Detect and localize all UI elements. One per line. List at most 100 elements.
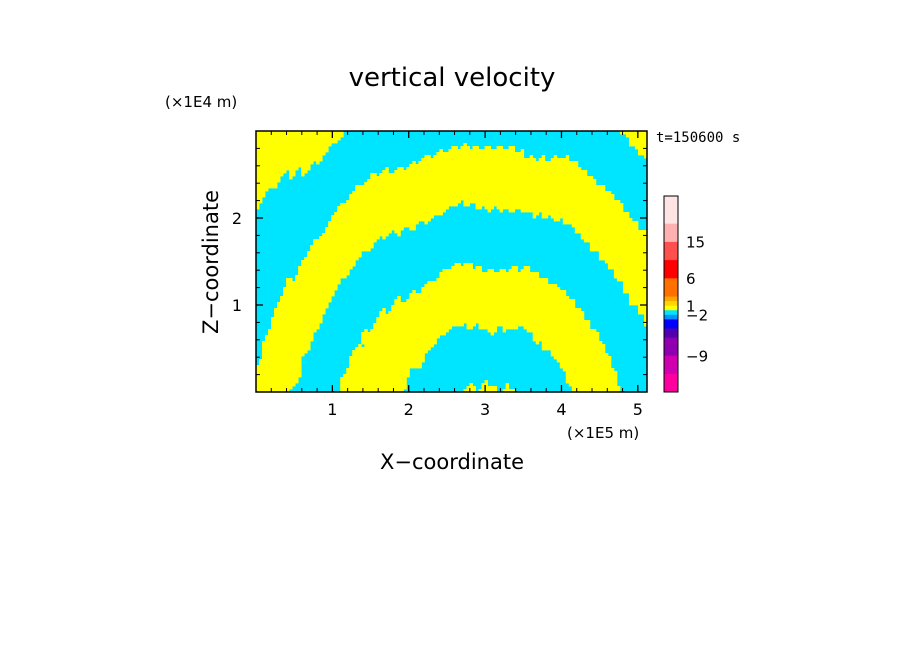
positive-velocity-patch: [436, 152, 525, 156]
positive-velocity-patch: [313, 242, 374, 246]
colorbar-label: 1: [686, 297, 696, 315]
positive-velocity-patch: [409, 293, 567, 297]
positive-velocity-patch: [256, 143, 332, 147]
positive-velocity-patch: [382, 170, 389, 174]
positive-velocity-patch: [376, 317, 585, 321]
positive-velocity-patch: [565, 374, 618, 378]
positive-velocity-patch: [361, 335, 440, 339]
positive-velocity-patch: [625, 134, 647, 138]
positive-velocity-patch: [532, 335, 600, 339]
positive-velocity-patch: [412, 290, 416, 294]
positive-velocity-patch: [256, 167, 299, 171]
positive-velocity-patch: [346, 371, 410, 375]
positive-velocity-patch: [436, 278, 549, 282]
positive-velocity-patch: [643, 314, 647, 318]
positive-velocity-patch: [364, 344, 434, 348]
positive-velocity-patch: [256, 194, 266, 198]
positive-velocity-patch: [310, 248, 371, 252]
positive-velocity-patch: [325, 230, 392, 234]
positive-velocity-patch: [529, 155, 534, 159]
positive-velocity-patch: [409, 164, 579, 168]
positive-velocity-patch: [487, 329, 498, 333]
positive-velocity-patch: [487, 269, 495, 273]
positive-velocity-patch: [304, 257, 359, 261]
positive-velocity-patch: [412, 161, 416, 165]
positive-velocity-patch: [502, 389, 516, 392]
positive-velocity-patch: [622, 281, 647, 285]
positive-velocity-patch: [298, 272, 350, 276]
positive-velocity-patch: [466, 323, 476, 327]
positive-velocity-patch: [439, 272, 540, 276]
positive-velocity-patch: [397, 167, 404, 171]
positive-velocity-patch: [361, 332, 446, 336]
positive-velocity-patch: [439, 149, 443, 153]
positive-velocity-patch: [340, 389, 404, 392]
positive-velocity-patch: [571, 386, 621, 390]
colorbar-swatch: [664, 196, 678, 224]
positive-velocity-patch: [256, 191, 266, 195]
colorbar-label: 6: [686, 270, 696, 288]
positive-velocity-patch: [484, 146, 491, 150]
positive-velocity-patch: [385, 167, 389, 171]
positive-velocity-patch: [520, 209, 624, 213]
positive-velocity-patch: [307, 254, 362, 258]
positive-velocity-patch: [628, 296, 647, 300]
positive-velocity-patch: [352, 353, 425, 357]
positive-velocity-patch: [271, 326, 320, 330]
positive-velocity-patch: [268, 332, 314, 336]
positive-velocity-patch: [451, 146, 458, 150]
positive-velocity-patch: [256, 371, 302, 375]
positive-velocity-patch: [343, 374, 410, 378]
positive-velocity-patch: [256, 206, 260, 210]
colorbar-swatch: [664, 328, 678, 338]
positive-velocity-patch: [520, 149, 525, 153]
positive-velocity-patch: [466, 326, 473, 330]
positive-velocity-patch: [571, 389, 621, 392]
positive-velocity-patch: [328, 221, 419, 225]
positive-velocity-patch: [256, 197, 263, 201]
positive-velocity-patch: [298, 266, 353, 270]
positive-velocity-patch: [484, 380, 488, 384]
positive-velocity-patch: [541, 215, 549, 219]
positive-velocity-patch: [424, 284, 558, 288]
positive-velocity-patch: [553, 356, 612, 360]
positive-velocity-patch: [397, 233, 401, 237]
positive-velocity-patch: [496, 206, 624, 210]
positive-velocity-patch: [499, 269, 507, 273]
positive-velocity-patch: [550, 215, 630, 219]
positive-velocity-patch: [277, 305, 329, 309]
positive-velocity-patch: [478, 326, 498, 330]
positive-velocity-patch: [256, 368, 302, 372]
positive-velocity-patch: [562, 368, 615, 372]
plot-frame: [255, 130, 648, 393]
positive-velocity-patch: [562, 218, 633, 222]
positive-velocity-patch: [598, 251, 647, 255]
colorbar-swatch: [664, 259, 678, 279]
colorbar-swatch: [664, 223, 678, 242]
positive-velocity-patch: [460, 146, 470, 150]
positive-velocity-patch: [628, 143, 647, 147]
positive-velocity-patch: [271, 320, 323, 324]
positive-velocity-patch: [622, 290, 647, 294]
positive-velocity-patch: [334, 212, 443, 216]
positive-velocity-patch: [442, 269, 482, 273]
colorbar-swatch: [664, 309, 678, 315]
positive-velocity-patch: [370, 329, 449, 333]
positive-velocity-patch: [301, 260, 356, 264]
positive-velocity-patch: [394, 170, 588, 174]
positive-velocity-patch: [628, 299, 647, 303]
positive-velocity-patch: [565, 155, 570, 159]
positive-velocity-patch: [268, 329, 317, 333]
positive-velocity-patch: [283, 290, 335, 294]
x-tick-label: 5: [633, 400, 643, 419]
positive-velocity-patch: [256, 179, 281, 183]
positive-velocity-patch: [589, 248, 647, 252]
positive-velocity-patch: [532, 215, 537, 219]
positive-velocity-patch: [502, 326, 519, 330]
x-tick-labels: 1 2 3 4 5: [327, 400, 643, 419]
positive-velocity-patch: [256, 164, 311, 168]
positive-velocity-patch: [565, 380, 618, 384]
positive-velocity-patch: [607, 266, 647, 270]
positive-velocity-patch: [637, 305, 647, 309]
positive-velocity-patch: [352, 191, 612, 195]
